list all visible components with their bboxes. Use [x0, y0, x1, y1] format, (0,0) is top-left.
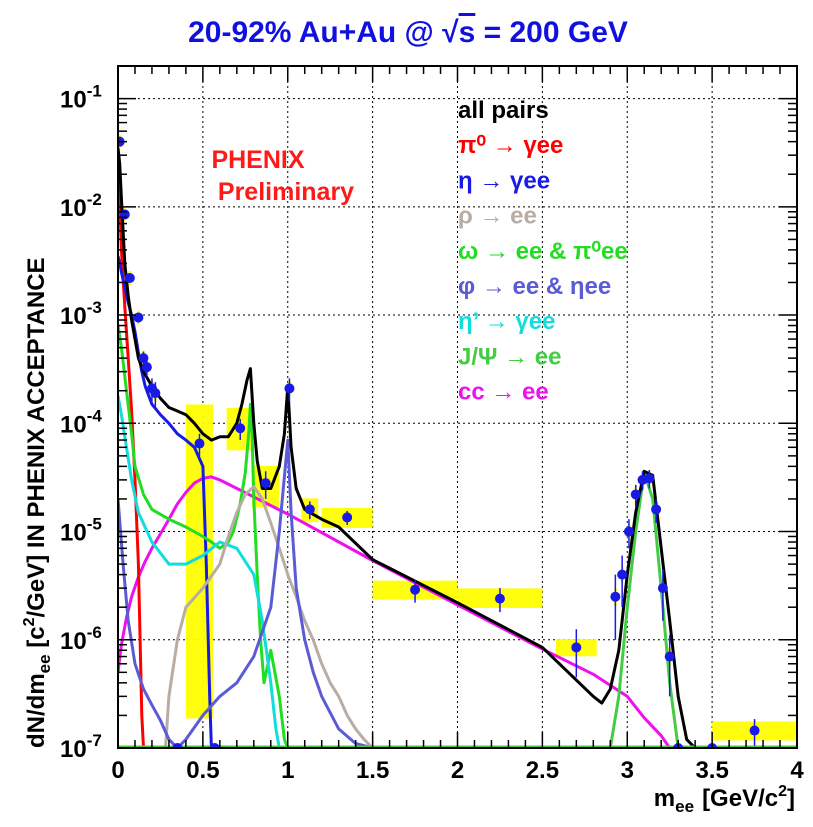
data-point-22	[630, 489, 641, 500]
watermark-line-1: PHENIX	[211, 146, 304, 174]
y-tick-label-2: 10-5	[60, 515, 102, 547]
x-axis-label-main: m	[654, 785, 675, 812]
data-point-10	[209, 743, 220, 748]
y-tick-label-exponent: -4	[87, 406, 103, 425]
x-axis-label-sub: ee	[675, 797, 694, 816]
chart-title-s: s	[459, 16, 476, 49]
legend-item-ee: η’ → γee	[458, 308, 555, 335]
data-point-3	[133, 312, 144, 323]
legend-item-ee-ee: ω → ee & π⁰ee	[458, 238, 628, 265]
y-tick-label-base: 10	[60, 520, 87, 547]
data-point-7	[150, 388, 161, 399]
y-tick-label-base: 10	[60, 195, 87, 222]
data-point-27	[664, 651, 675, 662]
series-line-ee-ee	[118, 325, 290, 748]
legend-item-ee: η → γee	[458, 167, 550, 194]
y-axis-label-sub: ee	[35, 654, 54, 673]
legend: all pairs π⁰ → γee η → γee ρ → ee ω → ee & π…	[458, 97, 628, 406]
data-point-30	[749, 725, 760, 736]
x-tick-label-2: 1	[281, 757, 294, 784]
y-tick-label-base: 10	[60, 411, 87, 438]
x-tick-label-3: 1.5	[356, 757, 389, 784]
data-point-24	[644, 473, 655, 484]
x-axis-label-close: ]	[787, 785, 795, 812]
series-line-ee	[164, 485, 374, 748]
y-tick-label-4: 10-3	[60, 298, 102, 330]
data-point-12	[260, 478, 271, 489]
chart-title-sqrt: √	[442, 16, 459, 49]
x-tick-label-0: 0	[111, 757, 124, 784]
series-line-ee	[118, 395, 281, 748]
data-point-13	[284, 383, 295, 394]
chart-title: 20-92% Au+Au @ √s = 200 GeV	[188, 16, 628, 49]
data-point-15	[342, 512, 353, 523]
y-tick-label-6: 10-1	[60, 82, 102, 114]
data-point-19	[610, 591, 621, 602]
data-point-11	[235, 423, 246, 434]
data-point-17	[494, 593, 505, 604]
legend-item-ee-ee: φ → ee & ηee	[458, 273, 611, 300]
x-axis-label-sup: 2	[778, 783, 787, 800]
y-axis-label-sup: 2	[21, 617, 38, 626]
series-line-cc-ee	[118, 475, 797, 748]
legend-item-ee: ρ → ee	[458, 203, 537, 230]
axis-ticks	[117, 65, 798, 749]
x-tick-label-1: 0.5	[186, 757, 219, 784]
y-tick-label-5: 10-2	[60, 190, 102, 222]
y-axis-label-p2: [c	[23, 626, 50, 654]
legend-item-all-pairs: all pairs	[458, 97, 549, 124]
series-line-ee-ee	[118, 438, 373, 748]
data-point-18	[571, 642, 582, 653]
series-line-ee	[118, 255, 213, 748]
y-tick-label-0: 10-7	[60, 731, 102, 763]
legend-item-cc-ee: cc → ee	[458, 379, 549, 406]
y-axis-label: dN/dmee [c2/GeV] IN PHENIX ACCEPTANCE	[21, 257, 54, 748]
chart-title-suffix: = 200 GeV	[475, 16, 628, 49]
data-point-20	[617, 569, 628, 580]
y-tick-label-base: 10	[60, 87, 87, 114]
y-tick-label-exponent: -7	[87, 731, 102, 750]
y-axis-label-p1: dN/dm	[23, 673, 50, 748]
x-tick-label-4: 2	[451, 757, 464, 784]
y-tick-label-exponent: -6	[87, 623, 102, 642]
x-tick-label-6: 3	[621, 757, 634, 784]
y-tick-labels: 10-710-610-510-410-310-210-1	[60, 82, 102, 763]
y-tick-label-1: 10-6	[60, 623, 102, 655]
y-tick-label-base: 10	[60, 736, 87, 763]
y-axis-label-p3: /GeV] IN PHENIX ACCEPTANCE	[23, 257, 50, 617]
data-point-25	[651, 504, 662, 515]
y-tick-label-base: 10	[60, 628, 87, 655]
x-tick-label-5: 2.5	[526, 757, 559, 784]
watermark-line-2: Preliminary	[218, 178, 354, 206]
chart-title-prefix: 20-92% Au+Au @	[188, 16, 442, 49]
x-tick-label-7: 3.5	[695, 757, 728, 784]
data-point-8	[172, 743, 183, 748]
data-point-9	[194, 438, 205, 449]
data-point-26	[657, 583, 668, 594]
x-axis-label-units: [GeV/c	[702, 785, 778, 812]
series-line-all-pairs	[118, 147, 697, 748]
y-tick-label-exponent: -1	[87, 82, 102, 101]
legend-item-ee: π⁰ → γee	[458, 132, 563, 159]
data-point-14	[304, 504, 315, 515]
legend-item-j-ee: J/Ψ → ee	[458, 343, 561, 370]
x-tick-labels: 0 0.5 1 1.5 2 2.5 3 3.5 4	[111, 757, 804, 784]
y-tick-label-exponent: -5	[87, 515, 102, 534]
series-line-ee	[118, 155, 145, 748]
data-point-2	[124, 272, 135, 283]
y-tick-label-exponent: -2	[87, 190, 102, 209]
x-axis-label: mee [GeV/c2]	[654, 783, 795, 816]
data-point-16	[410, 584, 421, 595]
y-tick-label-3: 10-4	[60, 406, 102, 438]
data-point-21	[623, 526, 634, 537]
data-point-5	[141, 362, 152, 373]
y-tick-label-base: 10	[60, 303, 87, 330]
data-point-4	[138, 353, 149, 364]
x-tick-label-8: 4	[790, 757, 804, 784]
y-tick-label-exponent: -3	[87, 298, 102, 317]
